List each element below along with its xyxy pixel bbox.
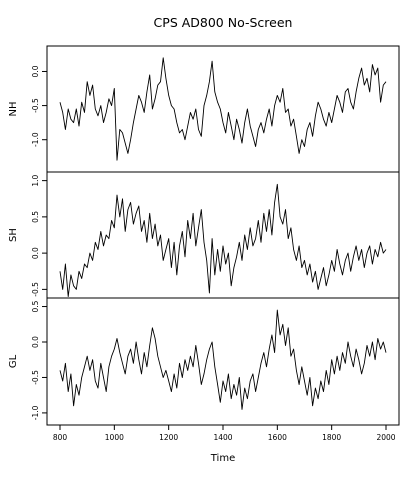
y-tick-label: 0.0 xyxy=(31,336,40,348)
panel-sh: 1.0 0.5 0.0 -0.5 SH xyxy=(8,171,400,299)
panel-gl: 0.5 0.0 -0.5 -1.0 GL xyxy=(8,297,400,426)
x-tick-label: 800 xyxy=(53,433,68,442)
y-tick-label: -1.0 xyxy=(31,405,40,420)
chart-title: CPS AD800 No-Screen xyxy=(154,15,293,30)
x-tick-label: 1200 xyxy=(159,433,178,442)
panel-nh: 0.0 -0.5 -1.0 NH xyxy=(8,45,400,173)
x-axis-label: Time xyxy=(210,453,235,464)
series-line-sh xyxy=(59,183,387,298)
x-axis: 800 1000 1200 1400 1600 1800 2000 xyxy=(53,425,396,442)
y-tick-label: 0.0 xyxy=(31,65,40,77)
x-tick-label: 2000 xyxy=(376,433,395,442)
y-tick-label: -0.5 xyxy=(31,282,40,297)
panel-label-sh: SH xyxy=(8,228,19,242)
x-tick-label: 1400 xyxy=(213,433,232,442)
y-tick-label: 0.5 xyxy=(31,211,40,223)
y-tick-label: -1.0 xyxy=(31,132,40,147)
panel-label-gl: GL xyxy=(8,354,19,368)
y-tick-label: -0.5 xyxy=(31,98,40,113)
panels-group: 0.0 -0.5 -1.0 NH 1.0 0.5 0.0 -0.5 SH 0.5 0.0 -0.5 -1… xyxy=(8,45,400,426)
series-line-gl xyxy=(59,309,387,410)
y-tick-label: -0.5 xyxy=(31,370,40,385)
y-tick-label: 1.0 xyxy=(31,174,40,186)
x-tick-label: 1000 xyxy=(105,433,124,442)
panel-label-nh: NH xyxy=(8,102,19,117)
series-line-nh xyxy=(59,57,387,161)
y-tick-label: 0.0 xyxy=(31,247,40,259)
x-tick-label: 1800 xyxy=(322,433,341,442)
panel-frame xyxy=(46,297,400,426)
x-tick-label: 1600 xyxy=(268,433,287,442)
y-tick-label: 0.5 xyxy=(31,300,40,312)
